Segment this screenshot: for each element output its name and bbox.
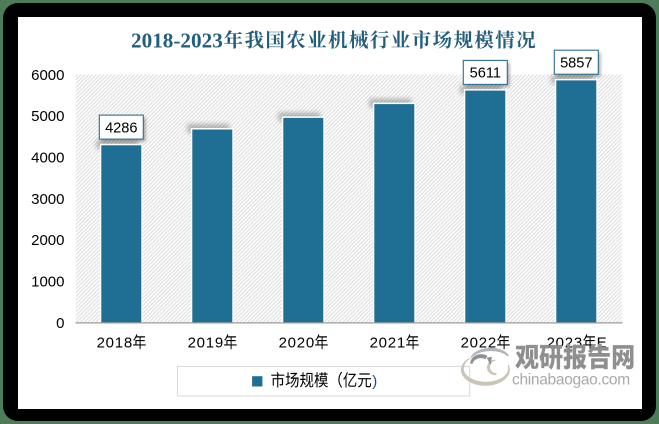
svg-text:): ) — [372, 373, 377, 390]
svg-text:1000: 1000 — [31, 274, 64, 291]
svg-text:2018-2023: 2018-2023 — [131, 29, 223, 53]
svg-text:5000: 5000 — [31, 108, 64, 125]
svg-text:3000: 3000 — [31, 191, 64, 208]
svg-text:4286: 4286 — [105, 120, 137, 136]
svg-text:2022: 2022 — [461, 334, 497, 351]
svg-text:2021: 2021 — [370, 334, 406, 351]
svg-text:2018: 2018 — [97, 334, 133, 351]
svg-text:2000: 2000 — [31, 232, 64, 249]
svg-text:5611: 5611 — [470, 66, 501, 82]
svg-text:5857: 5857 — [560, 55, 592, 71]
svg-text:chinabaogao.com: chinabaogao.com — [512, 371, 630, 388]
svg-text:0: 0 — [56, 315, 64, 332]
svg-text:2020: 2020 — [279, 334, 315, 351]
svg-text:6000: 6000 — [31, 67, 64, 84]
svg-text:E: E — [597, 334, 607, 351]
svg-text:2019: 2019 — [188, 334, 224, 351]
svg-text:4000: 4000 — [31, 150, 64, 167]
